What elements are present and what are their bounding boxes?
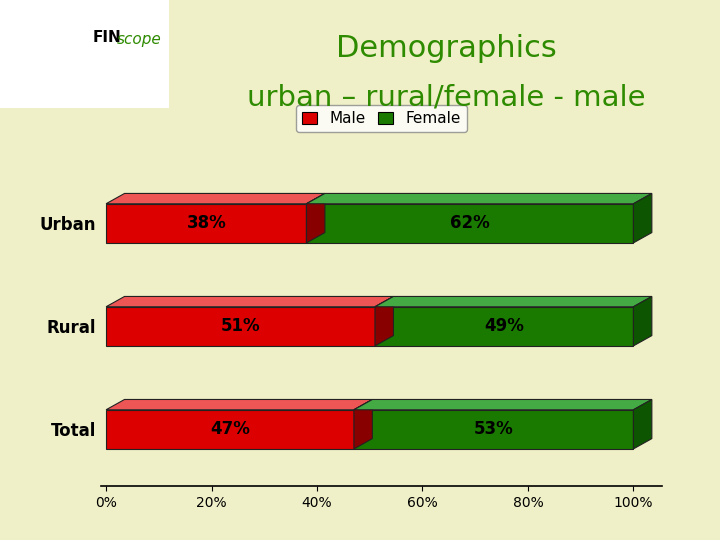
Polygon shape xyxy=(307,193,652,204)
Bar xyxy=(106,307,375,346)
Polygon shape xyxy=(634,296,652,346)
Polygon shape xyxy=(106,296,393,307)
Text: urban – rural/female - male: urban – rural/female - male xyxy=(247,83,646,111)
Text: Demographics: Demographics xyxy=(336,34,557,63)
Bar xyxy=(106,204,307,243)
Legend: Male, Female: Male, Female xyxy=(296,105,467,132)
Polygon shape xyxy=(375,296,393,346)
Bar xyxy=(106,410,354,449)
Text: 51%: 51% xyxy=(221,318,261,335)
Text: FIN: FIN xyxy=(93,30,122,45)
Text: scope: scope xyxy=(117,32,161,48)
Polygon shape xyxy=(354,400,372,449)
Text: 49%: 49% xyxy=(485,318,524,335)
Polygon shape xyxy=(106,400,372,410)
Text: 53%: 53% xyxy=(474,420,513,438)
Bar xyxy=(354,410,634,449)
Text: 62%: 62% xyxy=(450,214,490,232)
Bar xyxy=(307,204,634,243)
Text: 47%: 47% xyxy=(210,420,250,438)
Polygon shape xyxy=(375,296,652,307)
Polygon shape xyxy=(634,400,652,449)
Text: 38%: 38% xyxy=(186,214,226,232)
Bar xyxy=(375,307,634,346)
Polygon shape xyxy=(354,400,652,410)
Polygon shape xyxy=(307,193,325,243)
Polygon shape xyxy=(634,193,652,243)
Polygon shape xyxy=(106,193,325,204)
